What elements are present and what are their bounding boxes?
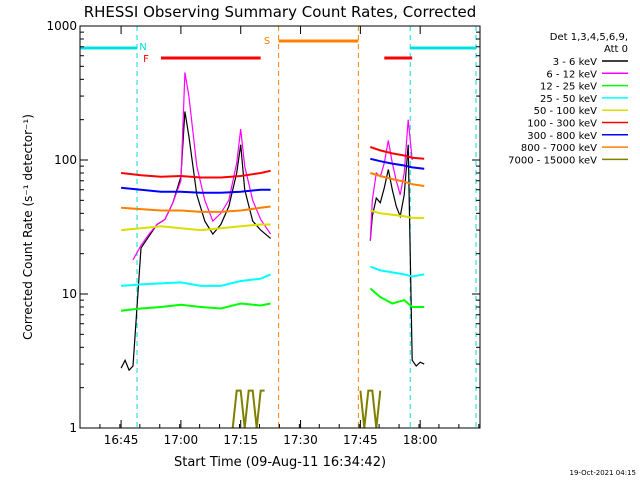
y-tick-label: 1000	[46, 19, 77, 33]
legend-entry-label: 7000 - 15000 keV	[508, 155, 597, 166]
x-tick-label: 17:00	[164, 433, 199, 447]
series-line-1	[132, 72, 272, 261]
y-tick-label: 1	[69, 421, 77, 435]
series-line-2	[369, 287, 425, 308]
legend-entry-label: 12 - 25 keV	[540, 82, 597, 93]
flare-flag-label: F	[143, 54, 149, 65]
legend-entry-label: 300 - 800 keV	[527, 131, 597, 142]
x-tick-label: 17:30	[283, 433, 318, 447]
observing-flags: NF S	[79, 26, 477, 428]
x-tick-label: 16:45	[104, 433, 139, 447]
series-line-7	[370, 172, 425, 187]
series-line-3	[369, 265, 425, 278]
x-axis-title: Start Time (09-Aug-11 16:34:42)	[174, 455, 386, 470]
plot-frame	[79, 25, 481, 429]
axis-ticks: 16:45 17:00 17:15 17:30 17:45 18:00 1 10 100 1000	[46, 19, 480, 447]
series-line-0	[120, 111, 271, 372]
saa-flag-label: S	[264, 36, 270, 47]
night-flag-label: N	[139, 42, 146, 53]
y-tick-label: 10	[62, 287, 77, 301]
x-tick-label: 17:45	[343, 433, 378, 447]
x-tick-label: 17:15	[223, 433, 258, 447]
legend-header: Det 1,3,4,5,6,9,	[550, 32, 628, 43]
series-line-5	[369, 146, 425, 160]
series-line-1	[369, 119, 413, 241]
series-line-6	[121, 186, 271, 194]
legend-entry-label: 100 - 300 keV	[527, 119, 597, 130]
series-line-8	[231, 389, 265, 429]
footer-timestamp: 19-Oct-2021 04:15	[570, 469, 636, 477]
series-line-0	[369, 144, 425, 367]
series-lines	[120, 72, 425, 429]
series-line-8	[359, 389, 382, 429]
legend-entry-label: 3 - 6 keV	[553, 57, 597, 68]
series-line-5	[120, 169, 271, 179]
legend-entry-label: 6 - 12 keV	[546, 69, 597, 80]
series-line-3	[121, 273, 271, 287]
legend-entry-label: 25 - 50 keV	[540, 94, 597, 105]
x-tick-label: 18:00	[403, 433, 438, 447]
legend-header: Att 0	[604, 44, 628, 55]
series-line-7	[121, 205, 271, 213]
series-line-6	[370, 157, 425, 170]
y-tick-label: 100	[54, 153, 77, 167]
legend-entry-label: 800 - 7000 keV	[521, 143, 597, 154]
series-line-2	[120, 302, 271, 312]
series-line-4	[121, 223, 271, 232]
series-line-4	[370, 209, 425, 219]
y-axis-title: Corrected Count Rate (s⁻¹ detector⁻¹)	[21, 114, 35, 340]
chart-title: RHESSI Observing Summary Count Rates, Co…	[84, 3, 477, 21]
legend-entry-label: 50 - 100 keV	[534, 106, 598, 117]
